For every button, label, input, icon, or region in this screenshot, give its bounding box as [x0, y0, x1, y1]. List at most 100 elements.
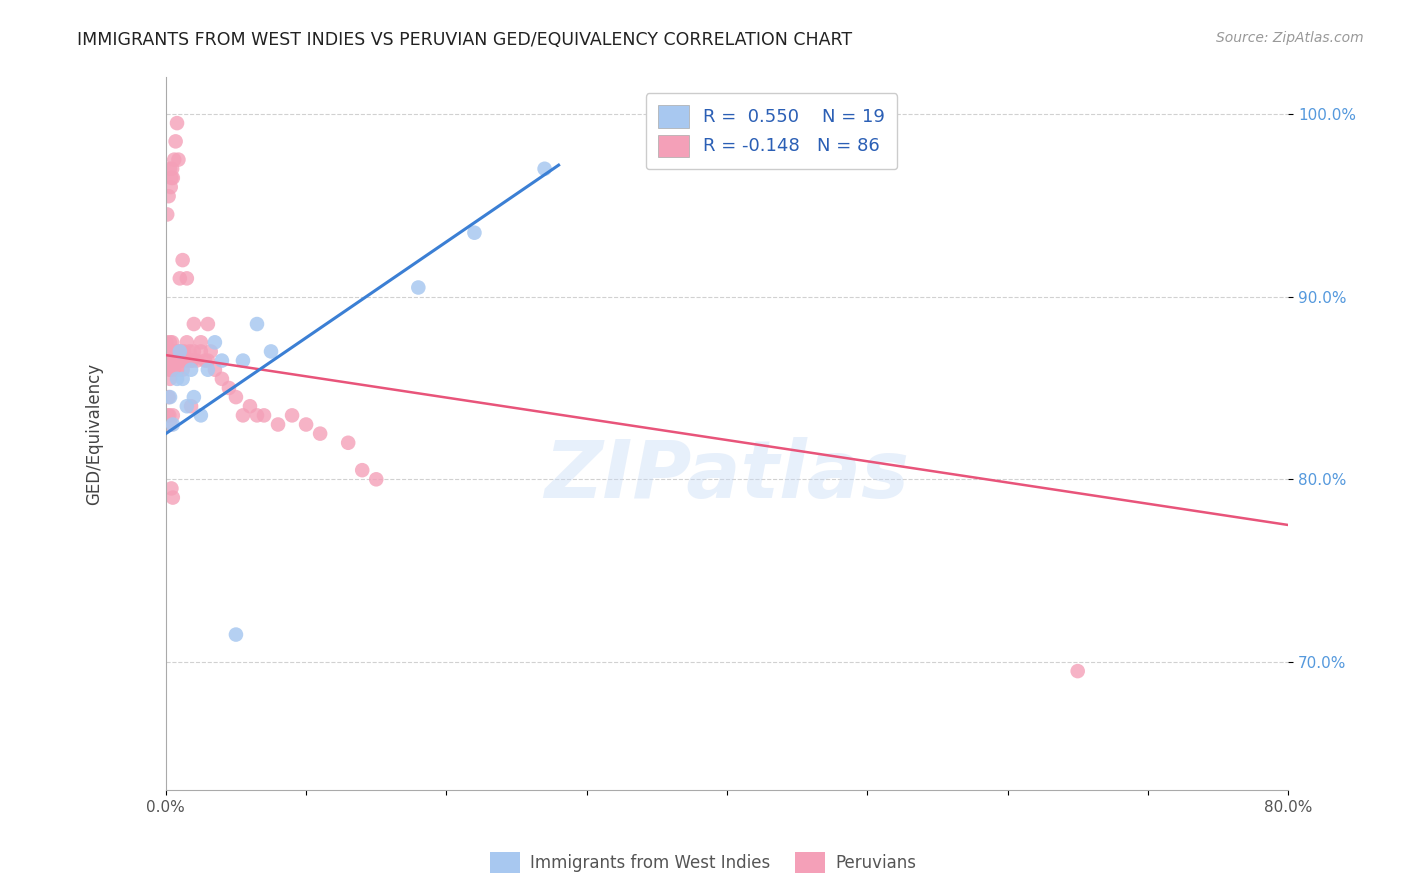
Point: [169, 271, 191, 285]
Point: [211, 372, 233, 386]
Point: [167, 153, 190, 167]
Point: [190, 409, 212, 423]
Point: [166, 372, 188, 386]
Point: [162, 344, 184, 359]
Point: [197, 362, 219, 376]
Point: [156, 409, 179, 423]
Point: [183, 390, 205, 404]
Point: [165, 344, 187, 359]
Point: [162, 353, 184, 368]
Point: [157, 344, 180, 359]
Point: [253, 409, 276, 423]
Point: [165, 134, 187, 148]
Point: [166, 362, 188, 376]
Point: [160, 362, 183, 376]
Point: [155, 335, 177, 350]
Point: [159, 353, 181, 368]
Point: [162, 491, 184, 505]
Point: [181, 353, 204, 368]
Point: [156, 344, 179, 359]
Point: [281, 409, 304, 423]
Point: [246, 317, 269, 331]
Point: [167, 344, 190, 359]
Point: [183, 317, 205, 331]
Text: IMMIGRANTS FROM WEST INDIES VS PERUVIAN GED/EQUIVALENCY CORRELATION CHART: IMMIGRANTS FROM WEST INDIES VS PERUVIAN …: [77, 31, 852, 49]
Point: [295, 417, 318, 432]
Point: [176, 271, 198, 285]
Point: [176, 399, 198, 413]
Point: [162, 409, 184, 423]
Point: [352, 463, 374, 477]
Point: [162, 417, 184, 432]
Point: [160, 482, 183, 496]
Point: [239, 399, 262, 413]
Point: [157, 344, 180, 359]
Point: [180, 353, 202, 368]
Point: [170, 353, 193, 368]
Point: [159, 390, 181, 404]
Point: [309, 426, 332, 441]
Point: [157, 353, 180, 368]
Point: [156, 353, 179, 368]
Point: [183, 344, 205, 359]
Legend: Immigrants from West Indies, Peruvians: Immigrants from West Indies, Peruvians: [484, 846, 922, 880]
Point: [246, 409, 269, 423]
Point: [157, 189, 180, 203]
Point: [169, 344, 191, 359]
Point: [186, 353, 208, 368]
Text: Source: ZipAtlas.com: Source: ZipAtlas.com: [1216, 31, 1364, 45]
Point: [225, 390, 247, 404]
Point: [163, 362, 186, 376]
Point: [162, 353, 184, 368]
Point: [167, 353, 190, 368]
Point: [165, 353, 187, 368]
Point: [160, 170, 183, 185]
Point: [172, 253, 194, 268]
Point: [159, 362, 181, 376]
Point: [166, 353, 188, 368]
Point: [366, 472, 388, 486]
Point: [177, 353, 200, 368]
Point: [232, 409, 254, 423]
Point: [156, 344, 179, 359]
Point: [260, 344, 283, 359]
Point: [162, 170, 184, 185]
Point: [160, 335, 183, 350]
Point: [159, 335, 181, 350]
Point: [159, 180, 181, 194]
Point: [157, 390, 180, 404]
Point: [173, 344, 195, 359]
Point: [533, 161, 555, 176]
Point: [463, 226, 485, 240]
Point: [163, 344, 186, 359]
Point: [211, 353, 233, 368]
Point: [159, 161, 181, 176]
Point: [194, 353, 217, 368]
Point: [160, 344, 183, 359]
Point: [180, 399, 202, 413]
Text: ZIPatlas: ZIPatlas: [544, 437, 910, 516]
Point: [169, 344, 191, 359]
Point: [197, 353, 219, 368]
Point: [408, 280, 430, 294]
Point: [190, 344, 212, 359]
Point: [156, 207, 179, 221]
Point: [176, 335, 198, 350]
Point: [190, 335, 212, 350]
Point: [232, 353, 254, 368]
Point: [204, 362, 226, 376]
Point: [218, 381, 240, 395]
Point: [200, 344, 222, 359]
Point: [180, 362, 202, 376]
Point: [159, 372, 181, 386]
Point: [166, 116, 188, 130]
Point: [337, 435, 360, 450]
Point: [1066, 664, 1088, 678]
Point: [163, 153, 186, 167]
Point: [225, 627, 247, 641]
Point: [157, 353, 180, 368]
Legend: R =  0.550    N = 19, R = -0.148   N = 86: R = 0.550 N = 19, R = -0.148 N = 86: [645, 94, 897, 169]
Point: [159, 417, 181, 432]
Point: [197, 317, 219, 331]
Point: [204, 335, 226, 350]
